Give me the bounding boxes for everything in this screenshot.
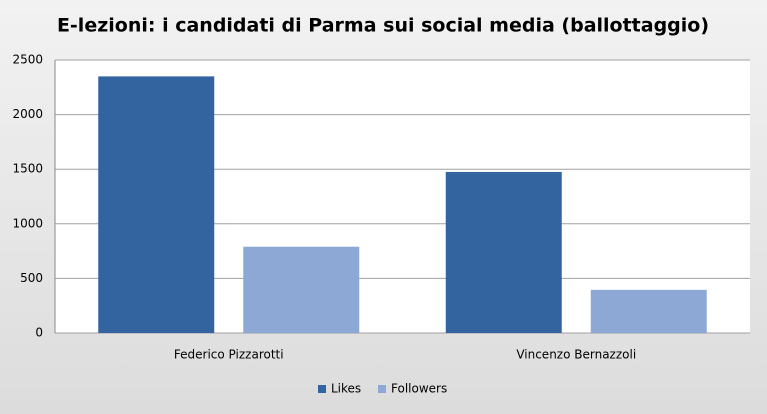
bar [445, 171, 562, 333]
x-tick-label: Vincenzo Bernazzoli [516, 348, 636, 362]
bar [243, 246, 360, 333]
y-tick-label: 1500 [12, 162, 43, 176]
x-tick-label: Federico Pizzarotti [174, 348, 284, 362]
y-tick-label: 2500 [12, 53, 43, 67]
chart-title: E-lezioni: i candidati di Parma sui soci… [57, 15, 709, 37]
y-tick-label: 1000 [12, 216, 43, 230]
legend-label: Followers [391, 382, 447, 396]
legend-swatch [318, 385, 326, 393]
y-tick-label: 2000 [12, 107, 43, 121]
y-tick-label: 0 [35, 326, 43, 340]
bar [590, 289, 707, 333]
legend-swatch [378, 385, 386, 393]
legend-label: Likes [331, 382, 361, 396]
y-tick-label: 500 [20, 271, 43, 285]
bar [98, 76, 215, 333]
